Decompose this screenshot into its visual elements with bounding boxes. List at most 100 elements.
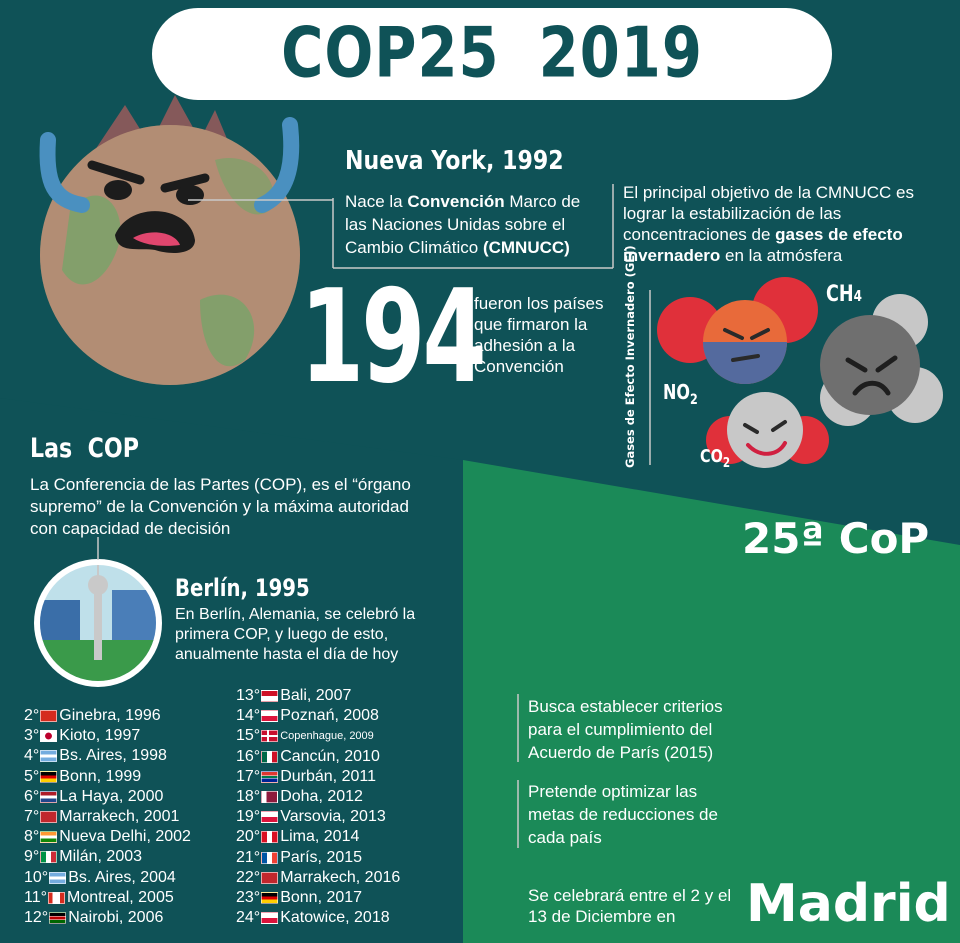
ch4-subscript: 4 [853, 287, 862, 305]
flag-denmark-icon [261, 730, 279, 743]
cop-number: 24° [236, 909, 261, 927]
objective-text-pre: El principal objetivo de la CMNUCC es lo… [623, 183, 915, 244]
page-title: COP25 2019 [281, 14, 703, 94]
cop-place: Milán, 2003 [59, 848, 143, 866]
cop-number: 9° [24, 848, 40, 866]
cop-number: 14° [236, 707, 261, 725]
madrid-label: Madrid [746, 874, 951, 934]
cop-place: Bs. Aires, 1998 [59, 747, 167, 765]
co2-label: CO2 [700, 446, 730, 471]
ch4-molecule-icon [820, 294, 943, 426]
cop-list-item: 9° Milán, 2003 [24, 847, 191, 867]
cop-list-item: 12° Nairobi, 2006 [24, 908, 191, 928]
cop-list-item: 21° París, 2015 [236, 848, 400, 868]
cop-number: 22° [236, 868, 261, 886]
cop-place: Cancún, 2010 [280, 747, 380, 765]
cop-place: Ginebra, 1996 [59, 707, 161, 724]
cop-place: Varsovia, 2013 [280, 808, 386, 826]
cop-place: Bonn, 2017 [280, 888, 363, 906]
berlin-tv-tower-icon [34, 559, 162, 687]
co2-subscript: 2 [722, 456, 731, 471]
flag-france-icon [261, 851, 279, 864]
cop-number: 18° [236, 787, 261, 805]
ch4-label: CH4 [826, 282, 862, 307]
las-cop-text: La Conferencia de las Partes (COP), es e… [30, 475, 411, 538]
berlin-heading: Berlín, 1995 [175, 574, 310, 602]
cop-number: 15° [236, 727, 261, 745]
flag-switzerland-icon [40, 710, 58, 723]
cop25-label: 25ª CoP [742, 514, 930, 563]
cop-list-item: 4° Bs. Aires, 1998 [24, 746, 191, 766]
cop-place: Bonn, 1999 [59, 767, 142, 785]
flag-india-icon [40, 831, 58, 844]
cop-place: Copenhague, 2009 [280, 730, 374, 743]
nueva-york-text-bold1: Convención [407, 192, 505, 211]
cop-list-item: 18° Doha, 2012 [236, 787, 400, 807]
flag-poland-icon [261, 912, 279, 925]
cop-place: Katowice, 2018 [280, 909, 390, 927]
cop-number: 7° [24, 807, 40, 825]
signatory-text: fueron los países que firmaron la adhesi… [474, 294, 604, 376]
cop-list-item: 17° Durbán, 2011 [236, 767, 400, 787]
cop-number: 3° [24, 727, 40, 745]
cop-number: 19° [236, 808, 261, 826]
nueva-york-text-mid: Marco de las Naciones Unidas sobre el Ca… [345, 192, 581, 257]
flag-mexico-icon [261, 750, 279, 763]
angry-earth-icon [39, 95, 300, 385]
cop-list-item: 23° Bonn, 2017 [236, 888, 400, 908]
no2-molecule-icon [657, 277, 818, 384]
cop-place: Bali, 2007 [280, 687, 352, 704]
cop-number: 10° [24, 868, 49, 886]
flag-qatar-icon [261, 791, 279, 804]
co2-molecule-icon [706, 392, 829, 468]
cop-list-item: 16° Cancún, 2010 [236, 747, 400, 767]
flag-poland-icon [261, 811, 279, 824]
cop-place: La Haya, 2000 [59, 787, 164, 805]
cop-list-item: 3° Kioto, 1997 [24, 726, 191, 746]
cop-number: 2° [24, 707, 40, 724]
cop-list-item: 2° Ginebra, 1996 [24, 706, 191, 726]
cop-number: 4° [24, 747, 40, 765]
cop-number: 13° [236, 687, 261, 704]
cop-list-item: 24° Katowice, 2018 [236, 908, 400, 928]
flag-italy-icon [40, 851, 58, 864]
dates-text: Se celebrará entre el 2 y el 13 de Dicie… [528, 886, 732, 926]
flag-kenya-icon [49, 911, 67, 924]
cop-list-left: 2° Ginebra, 1996 3° Kioto, 1997 4° Bs. Aires,… [24, 706, 191, 928]
gases-vertical-label: Gases de Efecto Invernadero (GEI) [623, 245, 637, 468]
cop-list-item: 20° Lima, 2014 [236, 827, 400, 847]
cop-list-item: 15° Copenhague, 2009 [236, 726, 400, 746]
cop-list-item: 13° Bali, 2007 [236, 686, 400, 706]
cop-place: Durbán, 2011 [280, 767, 376, 785]
flag-germany-icon [40, 770, 58, 783]
cop-number: 21° [236, 848, 261, 866]
goal-reduction-text: Pretende optimizar las metas de reduccio… [528, 782, 718, 847]
cop-place: Kioto, 1997 [59, 727, 141, 745]
cop-list-item: 22° Marrakech, 2016 [236, 868, 400, 888]
cop-number: 11° [24, 888, 48, 906]
flag-south-africa-icon [261, 770, 279, 783]
cop-list-right: 13° Bali, 2007 14° Poznań, 2008 15° Copenhagu… [236, 686, 400, 928]
cop-number: 23° [236, 888, 261, 906]
cop-number: 12° [24, 908, 49, 926]
cop-list-item: 19° Varsovia, 2013 [236, 807, 400, 827]
nueva-york-text-bold2: (CMNUCC) [482, 238, 570, 257]
title-banner: COP25 2019 [152, 8, 832, 100]
cop-number: 20° [236, 828, 261, 846]
signatory-count: 194 [300, 263, 487, 412]
goal-criteria-text: Busca establecer criterios para el cumpl… [528, 697, 723, 762]
flag-peru-icon [261, 831, 279, 844]
flag-canada-icon [48, 891, 66, 904]
nueva-york-text: Nace la Convención Marco de las Naciones… [345, 190, 605, 259]
no2-text: NO [663, 380, 690, 404]
flag-argentina-icon [49, 871, 67, 884]
cop-number: 6° [24, 787, 40, 805]
cop-place: Nairobi, 2006 [68, 908, 164, 926]
nueva-york-heading: Nueva York, 1992 [345, 146, 564, 176]
cop-number: 17° [236, 767, 261, 785]
flag-poland-icon [261, 710, 279, 723]
cop-list-item: 10° Bs. Aires, 2004 [24, 868, 191, 888]
cop-place: Nueva Delhi, 2002 [59, 828, 191, 846]
flag-japan-icon [40, 730, 58, 743]
